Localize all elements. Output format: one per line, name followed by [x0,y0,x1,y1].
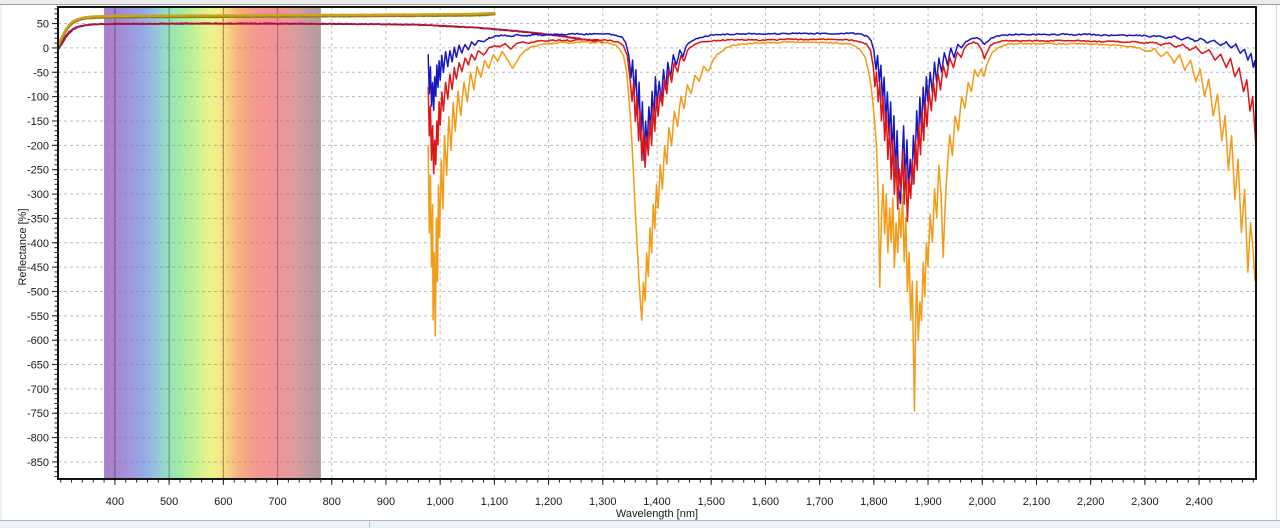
y-tick-label: -450 [27,262,49,274]
series-curves [58,11,1256,412]
x-tick-label: 2,400 [1185,496,1213,508]
series-vnir-olive-dark [58,12,496,47]
x-tick-label: 2,200 [1077,496,1105,508]
y-tick-label: -500 [27,286,49,298]
x-tick-label: 900 [377,496,395,508]
plot-border [57,6,1257,480]
x-tick-label: 1,500 [697,496,725,508]
x-tick-label: 2,100 [1023,496,1051,508]
x-tick-label: 1,000 [426,496,454,508]
window-left-edge [0,5,2,520]
x-tick-label: 400 [106,496,124,508]
y-tick-label: 50 [37,19,49,31]
y-tick-label: -550 [27,311,49,323]
status-bar [0,520,1280,528]
x-tick-label: 800 [323,496,341,508]
series-swir-red [427,38,1256,223]
x-tick-label: 1,900 [914,496,942,508]
y-tick-label: -300 [27,189,49,201]
window-right-edge [1276,5,1277,520]
x-tick-label: 2,300 [1131,496,1159,508]
y-tick-label: -250 [27,165,49,177]
visible-spectrum-band [104,7,321,479]
y-tick-label: -600 [27,335,49,347]
x-axis-title: Wavelength [nm] [615,508,699,520]
y-tick-label: -850 [27,457,49,469]
x-tick-label: 700 [268,496,286,508]
series-vnir-olive-bright [58,11,496,45]
y-tick-label: -800 [27,433,49,445]
y-tick-label: -50 [33,67,49,79]
y-tick-label: -400 [27,238,49,250]
axis-ticks [52,8,1254,485]
y-tick-labels: 50 0 -50 -100 -150 -200 -250 -300 -350 -400 -450 -5… [27,19,49,469]
x-tick-label: 1,100 [481,496,509,508]
y-tick-label: -350 [27,213,49,225]
y-tick-label: -650 [27,360,49,372]
y-tick-label: -700 [27,384,49,396]
y-tick-label: -150 [27,116,49,128]
x-tick-label: 600 [214,496,232,508]
y-axis-title: Reflectance [%] [17,208,29,286]
status-bar-divider [369,521,370,528]
x-tick-label: 1,600 [752,496,780,508]
x-tick-label: 1,200 [535,496,563,508]
x-tick-label: 2,000 [968,496,996,508]
y-tick-label: -750 [27,408,49,420]
x-tick-label: 1,700 [806,496,834,508]
x-tick-label: 500 [160,496,178,508]
x-tick-label: 1,800 [860,496,888,508]
series-swir-blue [427,31,1256,205]
y-tick-label: 0 [43,43,49,55]
x-tick-label: 1,300 [589,496,617,508]
window-top-edge [0,0,1280,5]
series-swir-orange [427,40,1256,412]
gridlines [58,7,1256,479]
y-tick-label: -200 [27,140,49,152]
x-tick-label: 1,400 [643,496,671,508]
y-tick-label: -100 [27,92,49,104]
x-tick-labels: 400 500 600 700 800 900 1,000 1,100 1,200 1,300 1,… [106,496,1213,508]
series-vis-crimson [58,22,604,50]
